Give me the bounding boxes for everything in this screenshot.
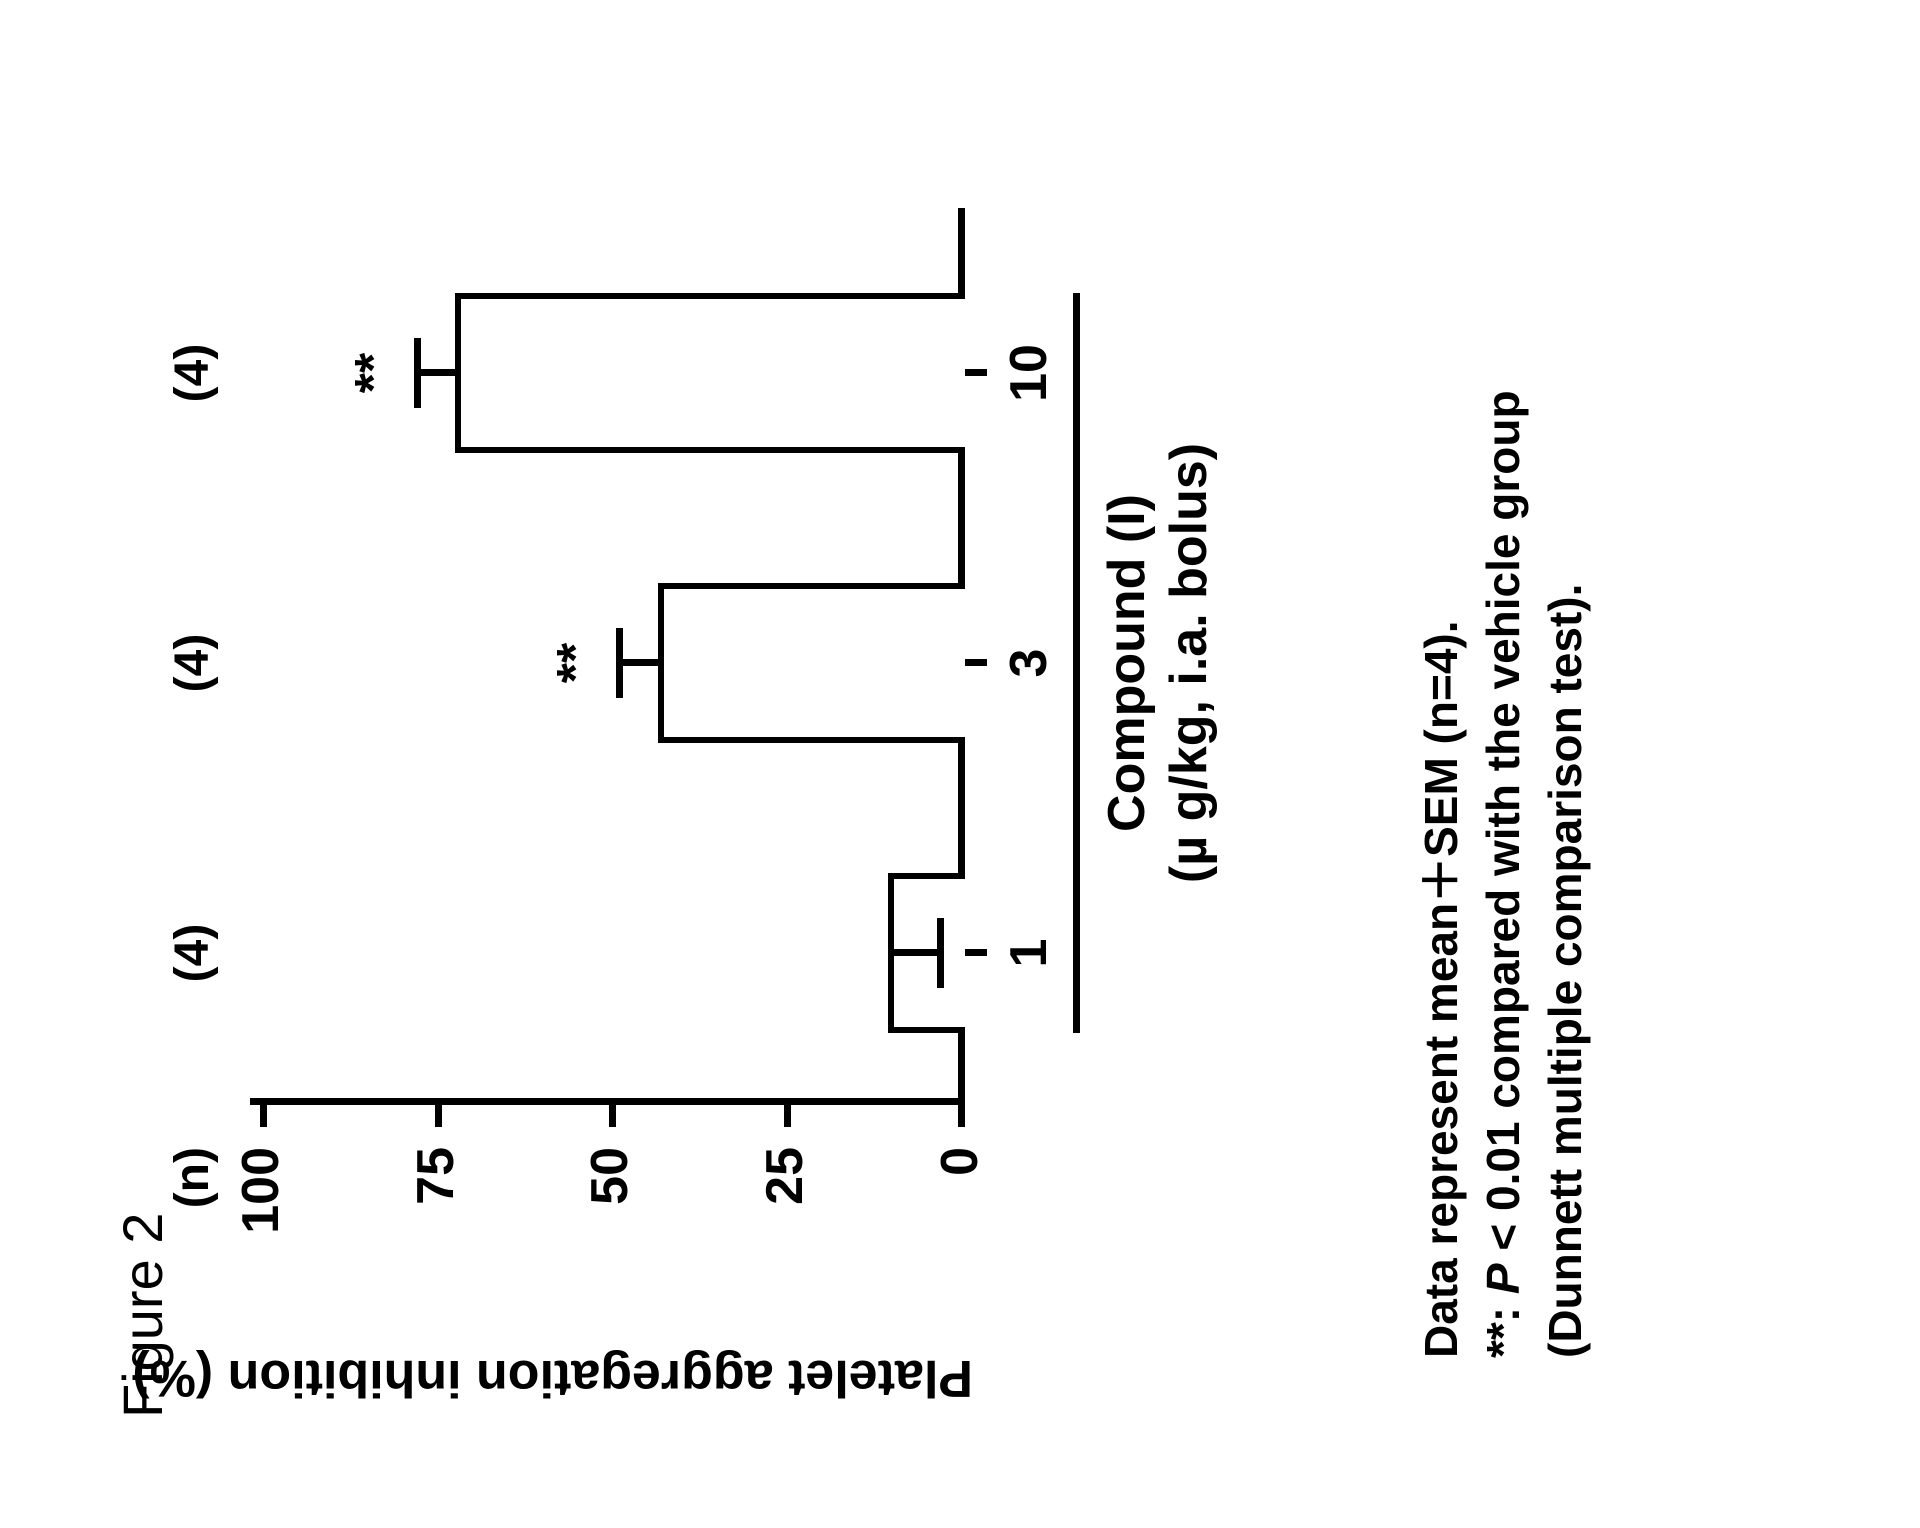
- caption-text-italic: P: [1477, 1263, 1529, 1294]
- caption-text: < 0.01 compared with the vehicle group: [1477, 390, 1529, 1263]
- error-bar-cap: [937, 918, 944, 988]
- caption-text: (Dunnett multiple comparison test).: [1539, 584, 1591, 1358]
- y-tick-label: 50: [580, 1147, 640, 1267]
- caption-line-2: **: P < 0.01 compared with the vehicle g…: [1472, 390, 1534, 1358]
- y-tick: [609, 1105, 616, 1127]
- x-tick-label: 3: [999, 583, 1059, 743]
- y-tick: [435, 1105, 442, 1127]
- x-range-underline: [1073, 293, 1080, 1033]
- y-tick-label: 75: [406, 1147, 466, 1267]
- error-bar-cap: [616, 628, 623, 698]
- caption-text: Data represent mean: [1415, 903, 1467, 1358]
- y-axis: [250, 1098, 965, 1105]
- error-bar-stem: [888, 950, 944, 957]
- n-label: (4): [165, 293, 220, 453]
- x-axis-label-line1: Compound (I): [1097, 228, 1157, 1098]
- y-tick: [260, 1105, 267, 1127]
- error-bar-cap: [414, 338, 421, 408]
- y-tick: [958, 1105, 965, 1127]
- caption-line-1: Data represent mean＋SEM (n=4).: [1410, 390, 1472, 1358]
- significance-label: **: [344, 293, 404, 453]
- bar: [658, 583, 965, 743]
- page: Figure 2 Platelet aggregation inhibition…: [0, 0, 1920, 1528]
- caption-text: ＋: [1415, 857, 1467, 903]
- x-tick: [965, 950, 987, 957]
- x-tick: [965, 370, 987, 377]
- caption-text: SEM (n=4).: [1415, 620, 1467, 856]
- x-tick-label: 10: [999, 293, 1059, 453]
- y-axis-label: Platelet aggregation inhibition (%): [233, 1348, 973, 1408]
- y-tick-label: 100: [231, 1147, 291, 1267]
- figure-caption: Data represent mean＋SEM (n=4). **: P < 0…: [1410, 390, 1596, 1358]
- significance-label: **: [546, 583, 606, 743]
- y-tick-label: 0: [930, 1147, 990, 1267]
- n-label: (4): [165, 583, 220, 743]
- x-tick-label: 1: [999, 873, 1059, 1033]
- figure-canvas: Figure 2 Platelet aggregation inhibition…: [0, 0, 1920, 1528]
- y-tick-label: 25: [755, 1147, 815, 1267]
- caption-line-3: (Dunnett multiple comparison test).: [1534, 390, 1596, 1358]
- caption-text: **:: [1477, 1294, 1529, 1358]
- bar: [455, 293, 965, 453]
- n-header: (n): [165, 1147, 220, 1267]
- n-label: (4): [165, 873, 220, 1033]
- plot-area: 0255075100(n)(4)1**(4)3**(4)10Compound (…: [260, 228, 1000, 1098]
- x-axis-label-line2: (µ g/kg, i.a. bolus): [1159, 228, 1219, 1098]
- x-tick: [965, 660, 987, 667]
- y-tick: [784, 1105, 791, 1127]
